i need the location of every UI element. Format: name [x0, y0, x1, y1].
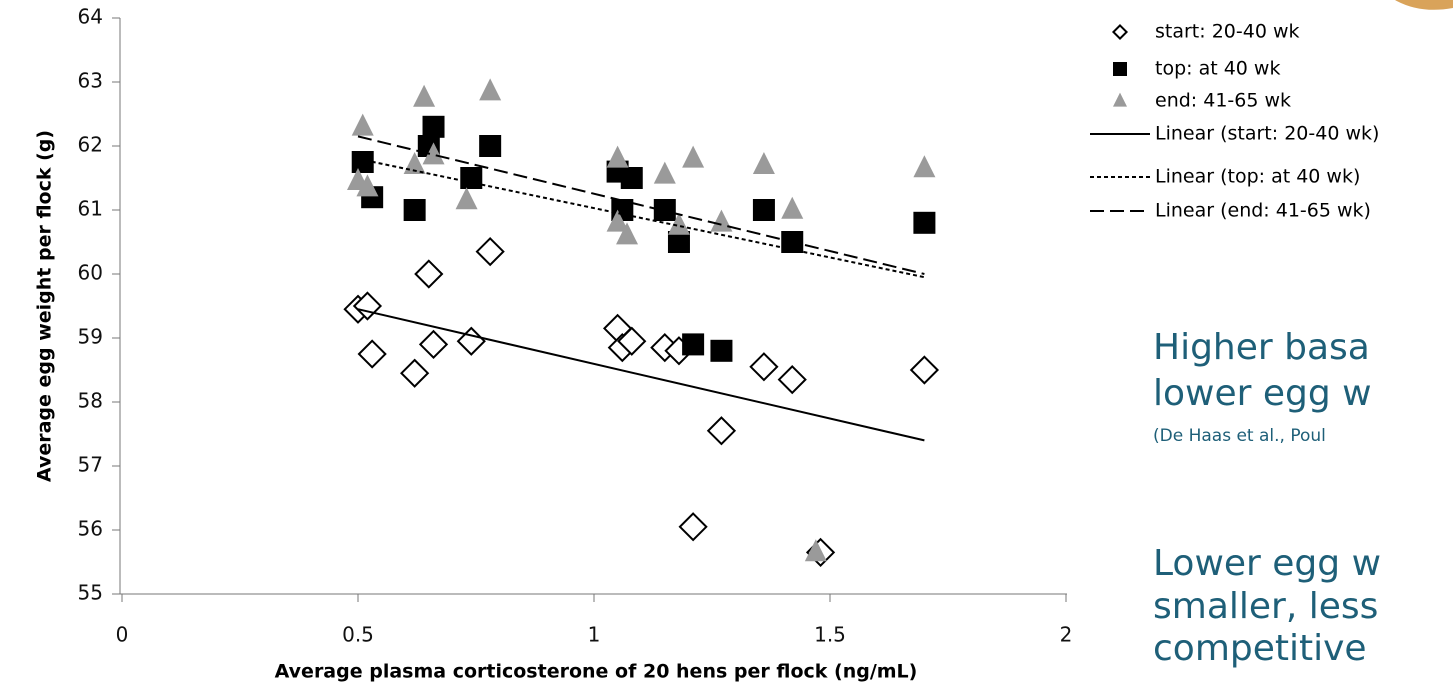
y-tick-label: 57: [78, 453, 103, 477]
diamond-point: [909, 355, 940, 385]
square-point: [913, 211, 936, 234]
square-point: [682, 333, 705, 356]
triangle-point: [479, 78, 502, 101]
legend-label: top: at 40 wk: [1155, 58, 1280, 80]
annotation: Lower egg w: [1153, 543, 1381, 584]
square-point: [620, 167, 643, 189]
legend-label: Linear (start: 20-40 wk): [1155, 123, 1379, 145]
x-tick-label: 0: [116, 623, 129, 647]
y-axis-label: Average egg weight per flock (g): [34, 130, 56, 482]
y-tick-label: 55: [78, 581, 103, 605]
trend-line: [357, 157, 925, 279]
x-tick-label: 0.5: [342, 623, 374, 647]
triangle-point: [422, 142, 445, 165]
triangle-point: [667, 212, 690, 235]
annotation: Higher basa: [1153, 327, 1370, 368]
legend-label: Linear (end: 41-65 wk): [1155, 200, 1371, 222]
triangle-point: [913, 155, 936, 178]
annotation: competitive: [1153, 628, 1367, 669]
square-point: [653, 199, 676, 221]
x-axis-label: Average plasma corticosterone of 20 hens…: [275, 661, 918, 683]
y-tick-label: 63: [78, 69, 103, 93]
triangle-point: [413, 84, 436, 107]
triangle-point: [682, 145, 705, 168]
annotation: lower egg w: [1153, 373, 1372, 414]
triangle-point: [616, 222, 639, 245]
square-point: [479, 135, 502, 157]
triangle-point: [653, 161, 676, 184]
triangle-point: [356, 174, 379, 197]
diamond-point: [617, 326, 647, 356]
diamond-point: [400, 358, 430, 388]
y-tick-label: 62: [78, 133, 103, 157]
triangle-point: [710, 209, 733, 232]
diamond-point: [1111, 23, 1129, 41]
diamond-point: [777, 364, 807, 395]
annotation: smaller, less: [1153, 586, 1378, 627]
diamond-point: [418, 329, 449, 360]
triangle-point: [455, 187, 478, 210]
x-tick-label: 1: [588, 623, 601, 647]
y-tick-label: 61: [78, 197, 103, 221]
legend-label: Linear (top: at 40 wk): [1155, 166, 1360, 188]
diamond-point: [456, 326, 486, 356]
triangle-point: [752, 152, 775, 174]
square-point: [403, 199, 426, 221]
diamond-point: [357, 339, 387, 369]
square-point: [460, 167, 483, 189]
legend-label: start: 20-40 wk: [1155, 21, 1300, 43]
diamond-point: [706, 416, 737, 446]
y-tick-label: 58: [78, 389, 103, 413]
square-point: [1113, 62, 1127, 76]
triangle-point: [781, 196, 804, 219]
diamond-point: [749, 352, 779, 382]
triangle-point: [606, 209, 629, 232]
corner-image: [1395, 0, 1453, 10]
y-tick-label: 59: [78, 325, 103, 349]
diamond-point: [414, 259, 444, 289]
triangle-point: [804, 539, 827, 562]
triangle-point: [1113, 92, 1127, 107]
square-point: [667, 231, 690, 253]
square-point: [752, 199, 775, 221]
annotation: (De Haas et al., Poul: [1153, 426, 1326, 446]
triangle-point: [606, 145, 629, 168]
trend-line: [357, 135, 925, 275]
square-point: [710, 339, 733, 362]
square-point: [422, 115, 445, 138]
square-point: [351, 151, 374, 173]
triangle-point: [351, 113, 374, 136]
legend-label: end: 41-65 wk: [1155, 90, 1291, 112]
y-tick-label: 64: [78, 5, 103, 29]
x-tick-label: 1.5: [814, 623, 846, 647]
trend-line: [357, 308, 925, 442]
y-tick-label: 56: [78, 517, 103, 541]
diamond-point: [678, 512, 708, 542]
x-tick-label: 2: [1060, 623, 1073, 647]
diamond-point: [475, 236, 505, 267]
y-tick-label: 60: [78, 261, 103, 285]
